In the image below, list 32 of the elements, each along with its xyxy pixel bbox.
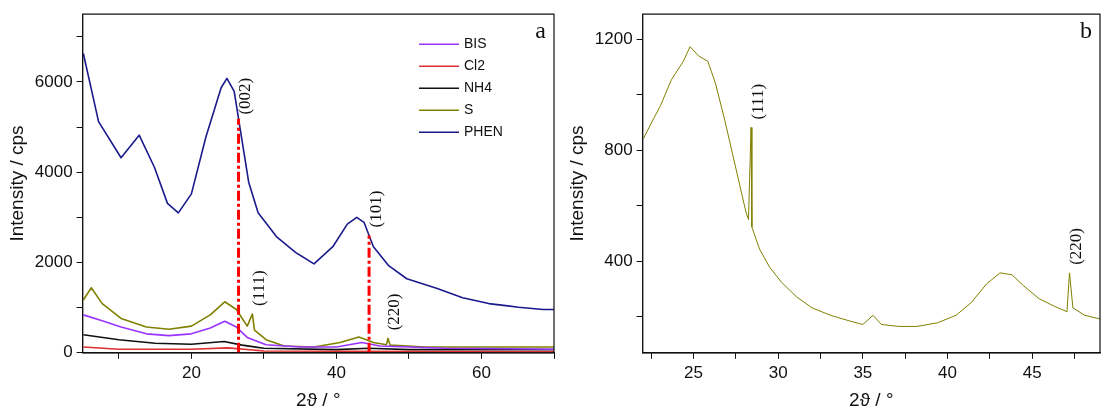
y-tick-label: 6000 xyxy=(34,71,73,91)
x-tick-label: 30 xyxy=(768,362,788,382)
x-axis-title: 2ϑ / ° xyxy=(849,388,894,410)
y-axis-title: Intensity / cps xyxy=(565,125,587,242)
x-tick-label: 40 xyxy=(326,362,346,382)
annotation: (111) xyxy=(248,270,268,306)
y-tick-label: 800 xyxy=(604,139,633,159)
legend-label: NH4 xyxy=(464,79,493,96)
y-tick-label: 1200 xyxy=(594,28,633,48)
annotation: (002) xyxy=(235,77,255,115)
x-axis-title: 2ϑ / ° xyxy=(296,388,341,410)
annotation: b xyxy=(1080,17,1092,44)
x-tick-label: 25 xyxy=(683,362,703,382)
legend-label: S xyxy=(464,101,474,118)
legend-label: Cl2 xyxy=(464,57,486,74)
annotation: (101) xyxy=(365,190,385,228)
annotation: (220) xyxy=(1065,228,1085,265)
y-tick-label: 2000 xyxy=(34,252,73,272)
legend-label: BIS xyxy=(464,35,487,52)
annotation: (220) xyxy=(384,293,404,331)
x-tick-label: 60 xyxy=(472,362,491,382)
y-axis-title: Intensity / cps xyxy=(5,125,27,242)
x-tick-label: 20 xyxy=(181,362,201,382)
annotation: (111) xyxy=(747,83,767,120)
y-tick-label: 400 xyxy=(604,250,633,270)
legend-label: PHEN xyxy=(464,123,503,140)
x-tick-label: 40 xyxy=(938,362,957,382)
annotation: a xyxy=(535,17,547,44)
x-tick-label: 35 xyxy=(853,362,873,382)
y-tick-label: 0 xyxy=(63,342,73,362)
y-tick-label: 4000 xyxy=(34,161,73,181)
x-tick-label: 45 xyxy=(1022,362,1042,382)
